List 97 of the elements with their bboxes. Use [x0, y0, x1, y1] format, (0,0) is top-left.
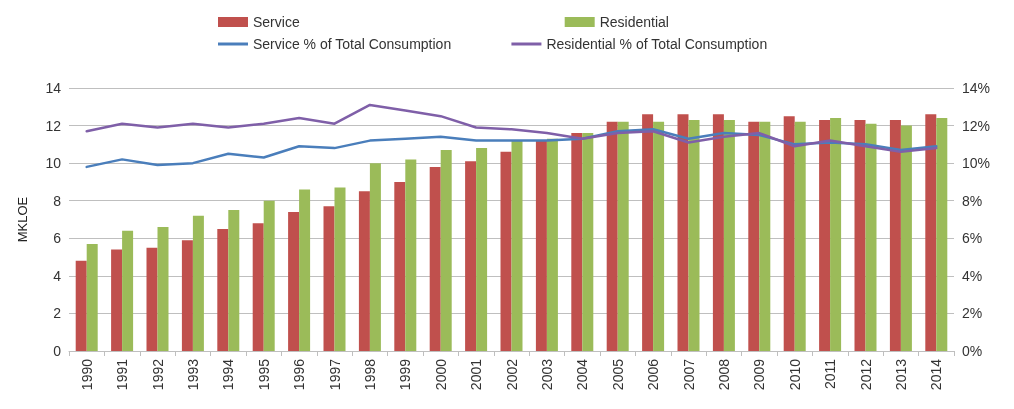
bar [900, 125, 912, 351]
x-tick-label: 1999 [397, 358, 414, 391]
y2-tick-label: 10% [962, 155, 991, 172]
bar [146, 247, 158, 351]
y2-tick-label: 6% [962, 230, 983, 247]
bar [122, 230, 134, 351]
y-tick-label: 12 [45, 117, 62, 134]
bar [688, 119, 700, 351]
bar [429, 166, 441, 351]
bar [783, 116, 795, 351]
y2-tick-label: 8% [962, 192, 983, 209]
bar [582, 133, 594, 351]
bar [192, 215, 204, 351]
bar [75, 260, 87, 351]
y-axis-title: MKLOE [15, 196, 30, 243]
bar [299, 189, 311, 351]
y-tick-label: 0 [53, 343, 62, 359]
x-tick-label: 2006 [645, 358, 662, 391]
bar [925, 114, 937, 351]
bar [642, 114, 654, 351]
bar [405, 159, 417, 351]
x-tick-label: 1995 [255, 358, 272, 391]
bar [228, 210, 240, 351]
bar [819, 119, 831, 351]
bar [617, 121, 629, 351]
bar [323, 206, 335, 351]
x-tick-label: 2004 [574, 358, 591, 391]
x-tick-label: 2003 [538, 358, 555, 391]
bar [440, 149, 452, 351]
x-tick-label: 1992 [149, 358, 166, 391]
bar [288, 211, 300, 351]
y2-tick-label: 0% [962, 343, 983, 359]
bar [263, 200, 275, 351]
bar [252, 223, 264, 351]
bar [723, 119, 735, 351]
bar [571, 133, 583, 351]
y2-tick-label: 4% [962, 267, 983, 284]
x-tick-label: 2002 [503, 358, 520, 391]
y2-tick-label: 2% [962, 305, 983, 322]
y2-tick-label: 12% [962, 117, 991, 134]
bar [653, 121, 665, 351]
bar [889, 119, 901, 351]
bar [606, 121, 618, 351]
x-tick-label: 2008 [715, 358, 732, 391]
y2-tick-label: 14% [962, 80, 991, 96]
bar [500, 151, 512, 351]
bar [794, 121, 806, 351]
bar [546, 138, 558, 351]
x-tick-label: 1997 [326, 358, 343, 391]
y-tick-label: 8 [53, 192, 62, 209]
bar [86, 243, 98, 351]
x-tick-label: 1996 [291, 358, 308, 391]
legend-label: Residential [599, 14, 669, 30]
x-tick-label: 1998 [361, 358, 378, 391]
legend-label: Residential % of Total Consumption [546, 36, 768, 52]
bar [465, 161, 477, 351]
x-tick-label: 2011 [822, 358, 839, 390]
y-tick-label: 14 [45, 80, 62, 96]
bar [759, 121, 771, 351]
x-tick-label: 2013 [892, 358, 909, 391]
bar [865, 123, 877, 351]
bar [181, 240, 193, 351]
legend-label: Service % of Total Consumption [253, 36, 452, 52]
bar [369, 163, 381, 351]
x-tick-label: 1991 [114, 358, 131, 391]
line-series [85, 103, 938, 154]
x-tick-label: 2005 [609, 358, 626, 391]
bar [476, 148, 488, 351]
bar [748, 121, 760, 351]
x-tick-label: 1990 [78, 358, 95, 391]
bar [217, 228, 229, 351]
x-tick-label: 2014 [928, 358, 945, 391]
bar [157, 227, 169, 351]
x-tick-label: 2009 [751, 358, 768, 391]
bar [677, 114, 689, 351]
bar [334, 187, 346, 351]
bar [111, 249, 123, 351]
bar [394, 181, 406, 351]
x-tick-label: 2012 [857, 358, 874, 391]
bar [535, 140, 547, 351]
bar [358, 191, 370, 351]
bar [712, 114, 724, 351]
y-tick-label: 10 [45, 155, 62, 172]
legend-label: Service [253, 14, 300, 30]
y-tick-label: 2 [53, 305, 62, 322]
y-tick-label: 4 [53, 267, 62, 284]
x-tick-label: 2000 [432, 358, 449, 391]
bar [936, 118, 948, 351]
x-tick-label: 2007 [680, 358, 697, 391]
bar [511, 140, 523, 351]
x-tick-label: 2001 [468, 358, 485, 391]
bar [854, 119, 866, 351]
x-tick-label: 1994 [220, 358, 237, 391]
bar [830, 118, 842, 351]
y-tick-label: 6 [53, 230, 62, 247]
x-tick-label: 2010 [786, 358, 803, 391]
x-tick-label: 1993 [184, 358, 201, 391]
